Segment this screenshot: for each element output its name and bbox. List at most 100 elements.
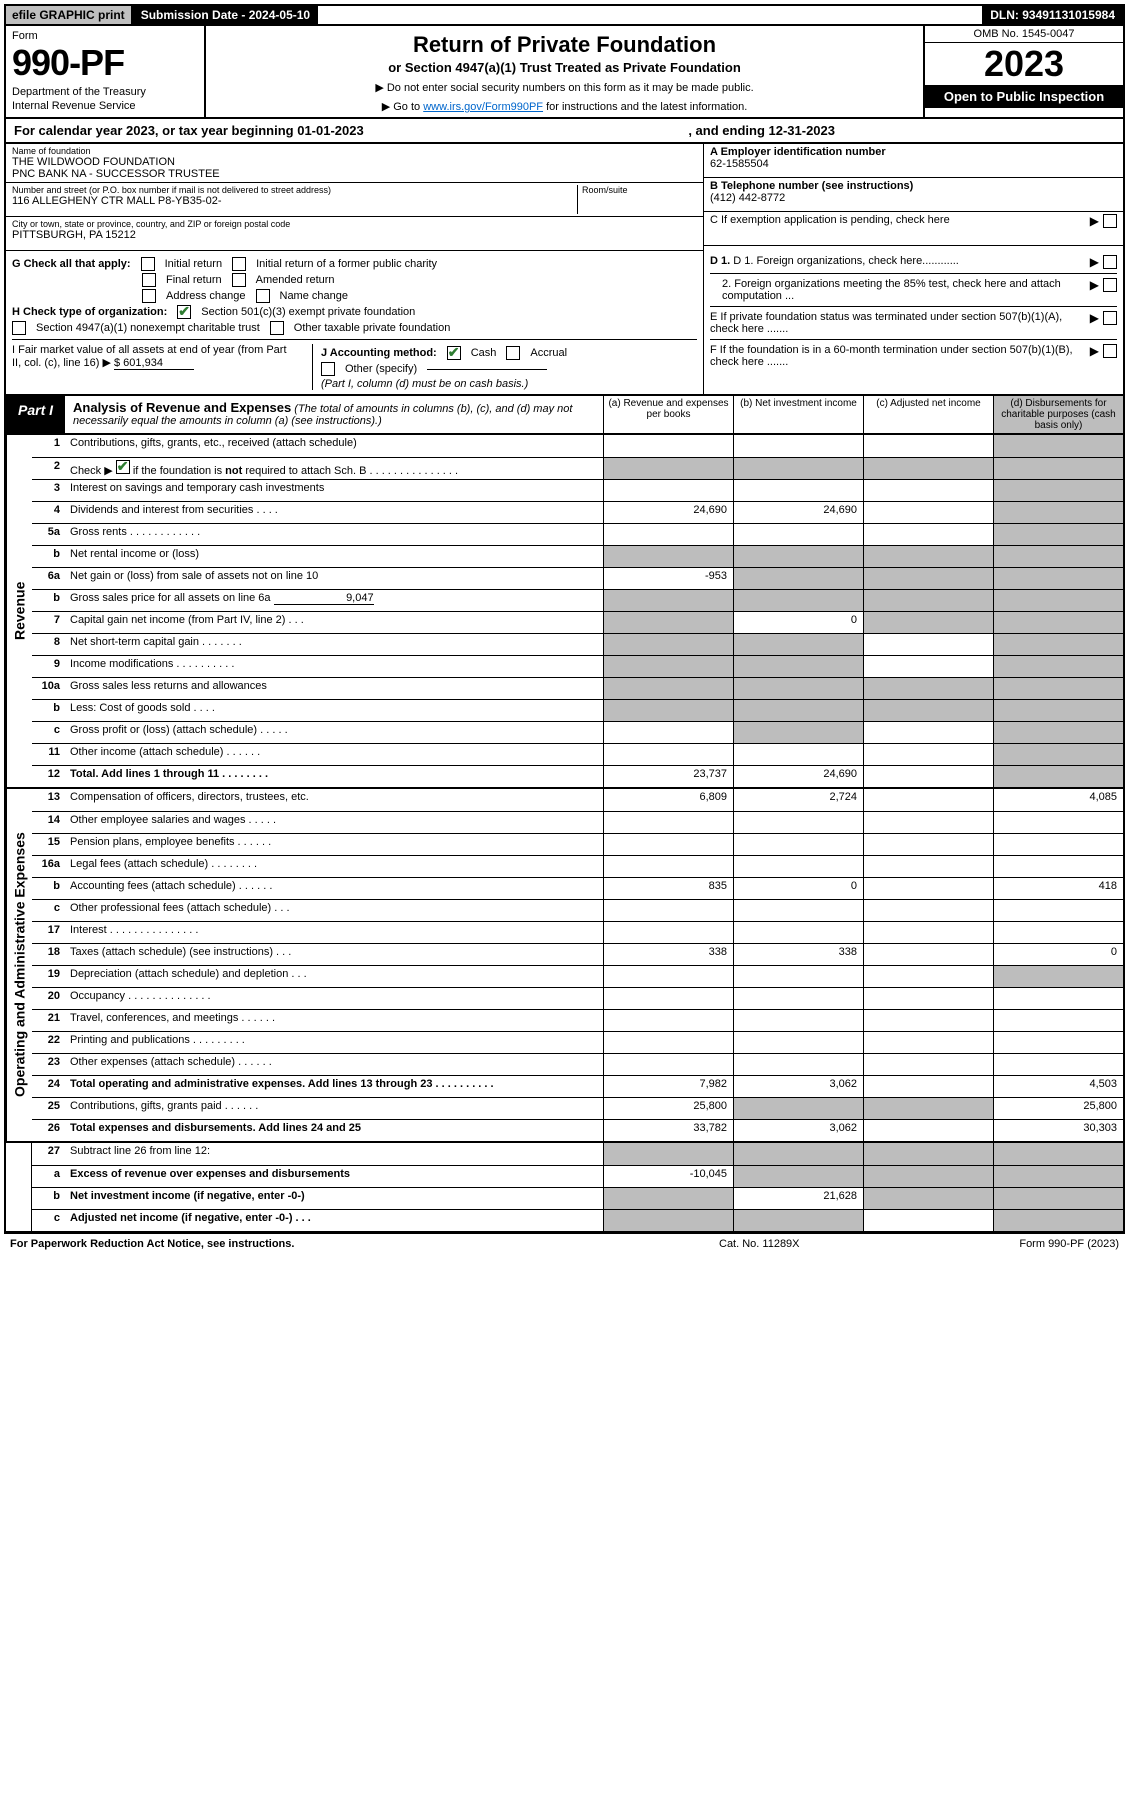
amount-cell [863, 502, 993, 523]
table-row: 26Total expenses and disbursements. Add … [32, 1119, 1123, 1141]
amount-cell [993, 612, 1123, 633]
amount-cell [993, 546, 1123, 567]
line-desc: Net investment income (if negative, ente… [66, 1188, 603, 1209]
g-final-checkbox[interactable] [142, 273, 156, 287]
amount-cell: 835 [603, 878, 733, 899]
line-number: 20 [32, 988, 66, 1009]
amount-cell [993, 1054, 1123, 1075]
amount-cell [603, 524, 733, 545]
amount-cell: 25,800 [993, 1098, 1123, 1119]
line-number: 5a [32, 524, 66, 545]
line-number: 4 [32, 502, 66, 523]
h-label: H Check type of organization: [12, 306, 167, 318]
identity-block: Name of foundation THE WILDWOOD FOUNDATI… [4, 144, 1125, 251]
amount-cell [733, 922, 863, 943]
amount-cell [993, 1032, 1123, 1053]
amount-cell: 33,782 [603, 1120, 733, 1141]
amount-cell [993, 1210, 1123, 1231]
line-desc: Dividends and interest from securities .… [66, 502, 603, 523]
amount-cell [863, 1010, 993, 1031]
g-initial-former-checkbox[interactable] [232, 257, 246, 271]
line-number: 22 [32, 1032, 66, 1053]
line-desc: Capital gain net income (from Part IV, l… [66, 612, 603, 633]
amount-cell [863, 1166, 993, 1187]
table-row: 20Occupancy . . . . . . . . . . . . . . [32, 987, 1123, 1009]
line-number: b [32, 590, 66, 611]
amount-cell [603, 812, 733, 833]
amount-cell [863, 480, 993, 501]
line-desc: Check ▶ if the foundation is not require… [66, 458, 603, 479]
line-desc: Total. Add lines 1 through 11 . . . . . … [66, 766, 603, 787]
amount-cell [863, 1143, 993, 1165]
amount-cell [863, 966, 993, 987]
amount-cell [993, 1143, 1123, 1165]
cat-number: Cat. No. 11289X [719, 1238, 919, 1250]
paperwork-notice: For Paperwork Reduction Act Notice, see … [10, 1238, 719, 1250]
table-row: aExcess of revenue over expenses and dis… [32, 1165, 1123, 1187]
f-checkbox[interactable] [1103, 344, 1117, 358]
revenue-side-label: Revenue [6, 435, 32, 787]
line-number: 11 [32, 744, 66, 765]
line-number: 26 [32, 1120, 66, 1141]
line-desc: Less: Cost of goods sold . . . . [66, 700, 603, 721]
efile-print-button[interactable]: efile GRAPHIC print [6, 6, 133, 24]
amount-cell: 21,628 [733, 1188, 863, 1209]
addr-label: Number and street (or P.O. box number if… [12, 185, 577, 195]
line-number: 7 [32, 612, 66, 633]
amount-cell [863, 922, 993, 943]
line-number: 10a [32, 678, 66, 699]
amount-cell: -10,045 [603, 1166, 733, 1187]
amount-cell [733, 656, 863, 677]
amount-cell: 2,724 [733, 789, 863, 811]
g-amended-checkbox[interactable] [232, 273, 246, 287]
line-desc: Net short-term capital gain . . . . . . … [66, 634, 603, 655]
d1-checkbox[interactable] [1103, 255, 1117, 269]
table-row: cAdjusted net income (if negative, enter… [32, 1209, 1123, 1231]
amount-cell: 25,800 [603, 1098, 733, 1119]
g-initial-checkbox[interactable] [141, 257, 155, 271]
schb-checkbox[interactable] [116, 460, 130, 474]
amount-cell [863, 722, 993, 743]
line-number: 3 [32, 480, 66, 501]
amount-cell [733, 1166, 863, 1187]
h-other-checkbox[interactable] [270, 321, 284, 335]
line-desc: Net gain or (loss) from sale of assets n… [66, 568, 603, 589]
g-address-checkbox[interactable] [142, 289, 156, 303]
line-number: c [32, 722, 66, 743]
table-row: bNet investment income (if negative, ent… [32, 1187, 1123, 1209]
amount-cell [603, 722, 733, 743]
form-note-link: ▶ Go to www.irs.gov/Form990PF for instru… [216, 100, 913, 113]
c-checkbox[interactable] [1103, 214, 1117, 228]
amount-cell [733, 480, 863, 501]
line-desc: Net rental income or (loss) [66, 546, 603, 567]
line-number: 23 [32, 1054, 66, 1075]
amount-cell [993, 1188, 1123, 1209]
line-desc: Pension plans, employee benefits . . . .… [66, 834, 603, 855]
h-501c3-checkbox[interactable] [177, 305, 191, 319]
j-cash-checkbox[interactable] [447, 346, 461, 360]
amount-cell [603, 966, 733, 987]
d2-checkbox[interactable] [1103, 278, 1117, 292]
g-name-checkbox[interactable] [256, 289, 270, 303]
amount-cell [863, 900, 993, 921]
amount-cell [993, 656, 1123, 677]
h-4947-checkbox[interactable] [12, 321, 26, 335]
amount-cell [993, 856, 1123, 877]
amount-cell [603, 458, 733, 479]
amount-cell [863, 834, 993, 855]
table-row: 6aNet gain or (loss) from sale of assets… [32, 567, 1123, 589]
line-number: c [32, 1210, 66, 1231]
j-other-checkbox[interactable] [321, 362, 335, 376]
page-footer: For Paperwork Reduction Act Notice, see … [4, 1233, 1125, 1254]
e-checkbox[interactable] [1103, 311, 1117, 325]
form-label: Form [12, 30, 198, 42]
amount-cell [863, 944, 993, 965]
city-label: City or town, state or province, country… [12, 219, 697, 229]
line-desc: Contributions, gifts, grants, etc., rece… [66, 435, 603, 457]
amount-cell [863, 744, 993, 765]
line-desc: Excess of revenue over expenses and disb… [66, 1166, 603, 1187]
irs-link[interactable]: www.irs.gov/Form990PF [423, 101, 543, 113]
open-inspection: Open to Public Inspection [925, 85, 1123, 108]
amount-cell [733, 834, 863, 855]
j-accrual-checkbox[interactable] [506, 346, 520, 360]
